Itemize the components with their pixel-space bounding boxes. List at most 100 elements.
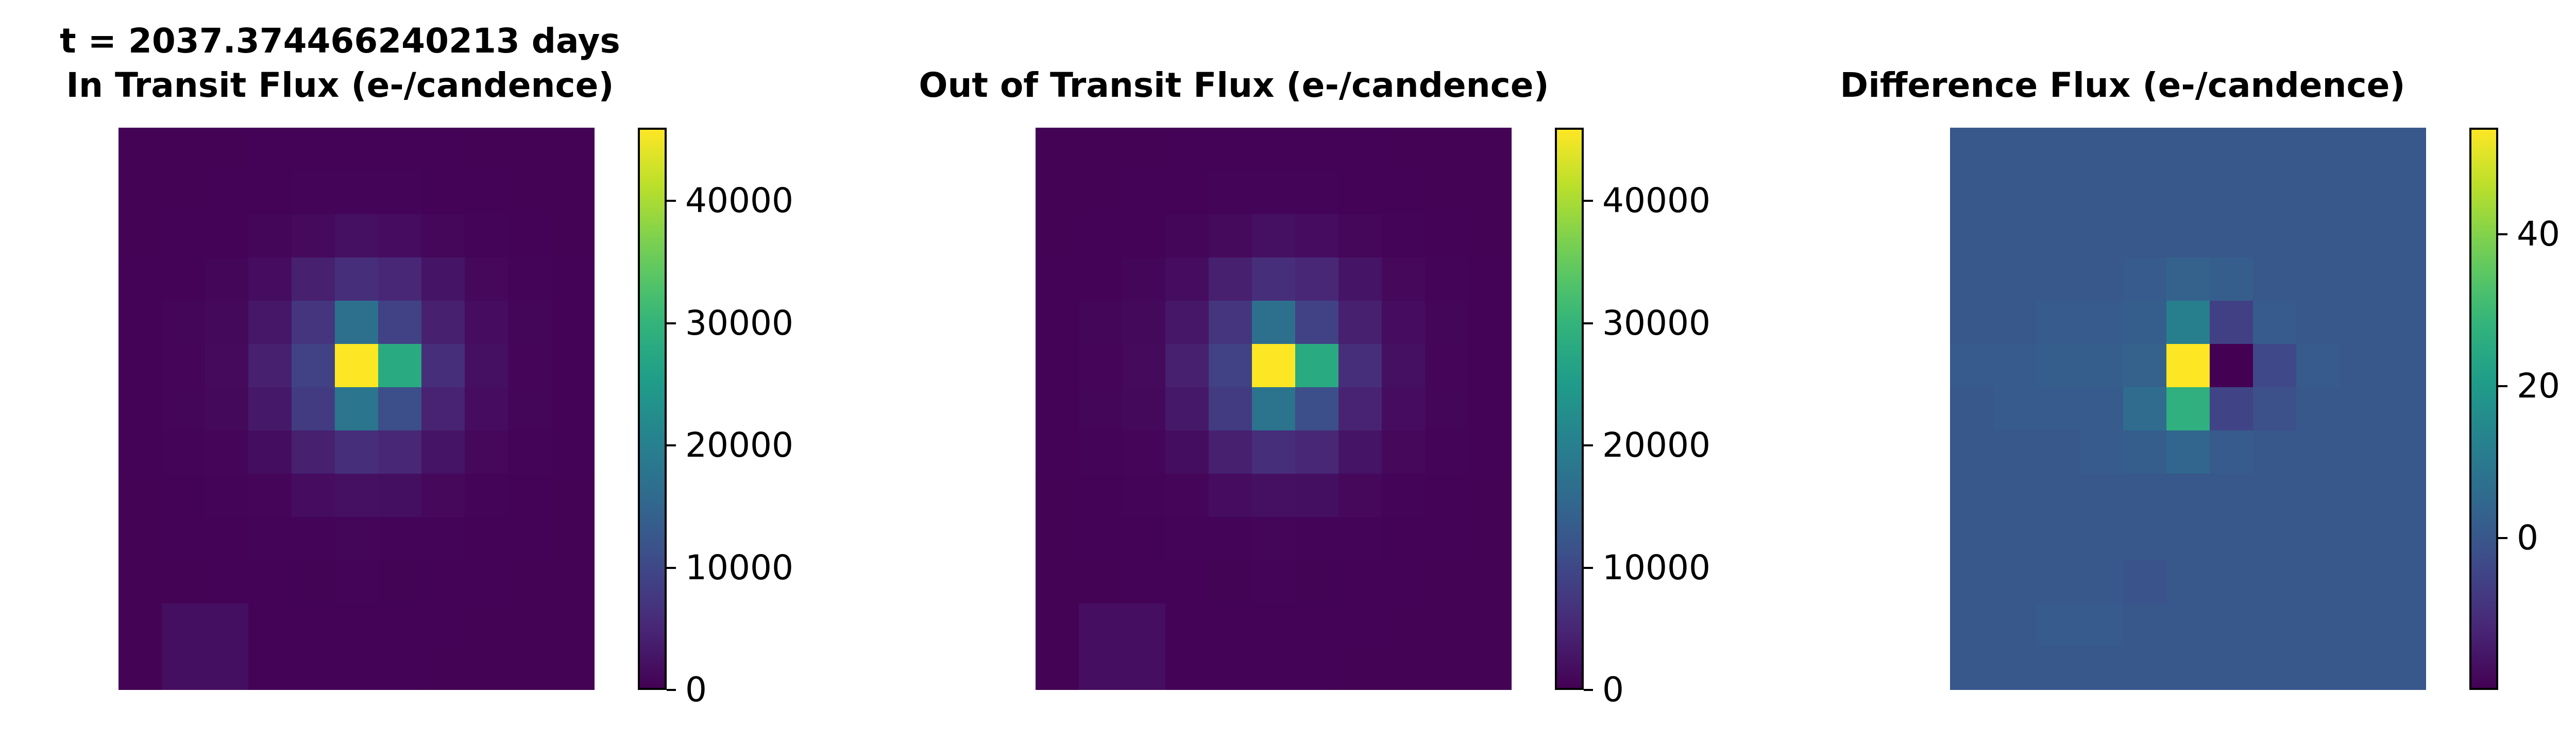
heatmap-pixel — [2080, 171, 2123, 214]
heatmap-pixel — [1993, 603, 2037, 647]
heatmap-pixel — [508, 257, 551, 301]
colorbar-tick-label: 0 — [685, 670, 707, 710]
heatmap-pixel — [1338, 517, 1382, 560]
heatmap-pixel — [551, 301, 595, 344]
heatmap-pixel — [508, 128, 551, 171]
colorbar-tick — [1584, 200, 1593, 202]
heatmap-pixel — [1079, 344, 1122, 387]
heatmap-pixel — [2210, 474, 2253, 517]
heatmap-pixel — [1079, 517, 1122, 560]
heatmap-pixel — [1079, 647, 1122, 690]
heatmap-pixel — [1036, 387, 1079, 430]
heatmap-pixel — [1165, 301, 1209, 344]
heatmap-pixel — [2080, 257, 2123, 301]
heatmap-pixel — [378, 474, 421, 517]
colorbar-tick-label: 10000 — [1602, 547, 1710, 587]
colorbar-tick-label: 10000 — [685, 547, 793, 587]
heatmap-pixel — [421, 128, 465, 171]
heatmap-pixel — [2123, 474, 2166, 517]
heatmap-pixel — [1382, 647, 1425, 690]
heatmap-pixel — [1468, 560, 1512, 603]
heatmap-pixel — [2253, 214, 2296, 257]
heatmap-pixel — [1425, 257, 1468, 301]
heatmap-pixel — [205, 474, 248, 517]
heatmap-pixel — [205, 344, 248, 387]
heatmap-pixel — [378, 344, 421, 387]
heatmap-pixel — [465, 387, 508, 430]
heatmap-pixel — [1950, 517, 1993, 560]
heatmap-pixel — [335, 474, 378, 517]
heatmap-pixel — [2166, 214, 2210, 257]
colorbar-tick-label: 20000 — [685, 425, 793, 465]
panel-title-line-1: Out of Transit Flux (e-/candence) — [919, 65, 1549, 105]
heatmap-pixel — [1165, 647, 1209, 690]
heatmap-pixel — [162, 560, 205, 603]
heatmap-pixel — [1338, 647, 1382, 690]
heatmap-pixel — [2340, 257, 2383, 301]
heatmap-pixel — [162, 128, 205, 171]
colorbar — [1555, 128, 1584, 690]
heatmap-pixel — [1252, 517, 1295, 560]
heatmap-pixel — [2340, 171, 2383, 214]
heatmap-pixel — [1252, 560, 1295, 603]
heatmap-pixel — [2296, 214, 2340, 257]
heatmap-pixel — [1295, 474, 1338, 517]
heatmap-pixel — [292, 214, 335, 257]
heatmap-pixel — [2383, 474, 2426, 517]
heatmap-pixel — [1950, 344, 1993, 387]
heatmap-pixel — [421, 430, 465, 474]
colorbar-tick-label: 20000 — [1602, 425, 1710, 465]
heatmap-pixel — [421, 517, 465, 560]
heatmap-pixel — [292, 647, 335, 690]
heatmap-pixel — [1993, 301, 2037, 344]
heatmap-pixel — [2080, 647, 2123, 690]
heatmap-pixel — [2383, 344, 2426, 387]
heatmap-pixel — [2296, 430, 2340, 474]
heatmap-pixel — [1338, 214, 1382, 257]
heatmap-pixel — [1122, 517, 1165, 560]
heatmap-pixel — [248, 344, 292, 387]
heatmap-pixel — [2210, 257, 2253, 301]
colorbar-tick-label: 20 — [2517, 366, 2560, 406]
heatmap-pixel — [2253, 128, 2296, 171]
heatmap-pixel — [2340, 603, 2383, 647]
heatmap-pixel — [248, 474, 292, 517]
heatmap-pixel — [551, 517, 595, 560]
heatmap-pixel — [378, 387, 421, 430]
heatmap-pixel — [508, 430, 551, 474]
heatmap-pixel — [1382, 387, 1425, 430]
heatmap-pixel — [2296, 603, 2340, 647]
heatmap-pixel — [2253, 603, 2296, 647]
heatmap-pixel — [1425, 647, 1468, 690]
heatmap-pixel — [292, 560, 335, 603]
heatmap-pixel — [2123, 647, 2166, 690]
heatmap-pixel — [2253, 474, 2296, 517]
heatmap-pixel — [1468, 430, 1512, 474]
heatmap-pixel — [2210, 344, 2253, 387]
heatmap-pixel — [2253, 647, 2296, 690]
heatmap-pixel — [1950, 603, 1993, 647]
heatmap-pixel — [421, 214, 465, 257]
heatmap-pixel — [1468, 301, 1512, 344]
heatmap-pixel — [1165, 517, 1209, 560]
heatmap-pixel — [1425, 214, 1468, 257]
heatmap-pixel — [1209, 301, 1252, 344]
heatmap-pixel — [1468, 647, 1512, 690]
heatmap-pixel — [378, 560, 421, 603]
colorbar — [2469, 128, 2498, 690]
heatmap-pixel — [1993, 474, 2037, 517]
heatmap-pixel — [2166, 603, 2210, 647]
heatmap-pixel — [335, 430, 378, 474]
heatmap-pixel — [1252, 647, 1295, 690]
heatmap-pixel — [508, 171, 551, 214]
heatmap-pixel — [2210, 128, 2253, 171]
heatmap-pixel — [2340, 474, 2383, 517]
heatmap-pixel — [1079, 430, 1122, 474]
heatmap-pixel — [1425, 171, 1468, 214]
heatmap-pixel — [2080, 474, 2123, 517]
heatmap-pixel — [118, 647, 162, 690]
heatmap-pixel — [1165, 257, 1209, 301]
heatmap-pixel — [1209, 171, 1252, 214]
heatmap-pixel — [1252, 603, 1295, 647]
heatmap-pixel — [2383, 301, 2426, 344]
